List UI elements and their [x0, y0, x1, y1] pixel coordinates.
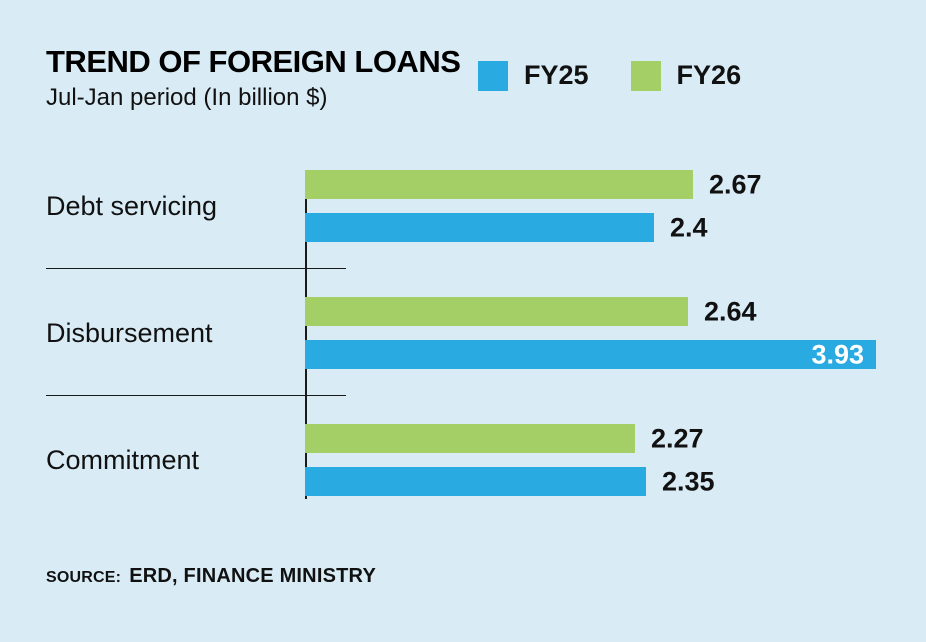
- fy26-color-swatch: [630, 60, 661, 91]
- source-line: SOURCE: ERD, FINANCE MINISTRY: [46, 565, 376, 588]
- legend-label-fy26: FY26: [676, 60, 742, 90]
- axis-line: [305, 170, 307, 499]
- category-label: Commitment: [46, 444, 200, 475]
- value-label: 2.35: [662, 466, 715, 496]
- bar-fy26-commitment: 2.27: [305, 423, 704, 453]
- category-label: Disbursement: [46, 317, 213, 348]
- legend-label-fy25: FY25: [524, 60, 589, 90]
- chart-row-debt-servicing: Debt servicing 2.67 2.4: [46, 169, 886, 242]
- bar-fy25-disbursement: 3.93: [305, 339, 876, 369]
- value-label: 2.27: [651, 423, 704, 453]
- chart-rows: Debt servicing 2.67 2.4 Disbursement 2.64 3.9…: [46, 169, 886, 496]
- category-label: Debt servicing: [46, 190, 218, 221]
- chart-row-commitment: Commitment 2.27 2.35: [46, 423, 886, 496]
- bar-fy26-debt-servicing: 2.67: [305, 169, 762, 199]
- bar-fy25-commitment: 2.35: [305, 466, 715, 496]
- source-prefix: SOURCE:: [46, 569, 122, 586]
- bar-fy26-disbursement: 2.64: [305, 296, 757, 326]
- value-label: 3.93: [811, 339, 864, 369]
- chart-title: TREND OF FOREIGN LOANS: [46, 44, 461, 79]
- value-label: 2.4: [670, 212, 708, 242]
- value-label: 2.64: [704, 296, 757, 326]
- legend: FY25 FY26: [478, 60, 741, 91]
- bar-fy25-debt-servicing: 2.4: [305, 212, 708, 242]
- legend-item-fy26: FY26: [630, 60, 742, 91]
- legend-item-fy25: FY25: [478, 60, 589, 91]
- source-text: ERD, FINANCE MINISTRY: [129, 565, 376, 587]
- divider-line: [46, 395, 346, 396]
- chart-row-disbursement: Disbursement 2.64 3.93: [46, 296, 886, 369]
- fy25-color-swatch: [478, 60, 508, 91]
- bar-chart: Debt servicing 2.67 2.4 Disbursement 2.64 3.9…: [46, 169, 886, 499]
- bar-group: 2.27 2.35: [305, 423, 886, 496]
- bar-group: 2.64 3.93: [305, 296, 886, 369]
- divider-line: [46, 268, 346, 269]
- value-label: 2.67: [709, 169, 762, 199]
- bar-group: 2.67 2.4: [305, 169, 886, 242]
- chart-subtitle: Jul-Jan period (In billion $): [46, 84, 328, 111]
